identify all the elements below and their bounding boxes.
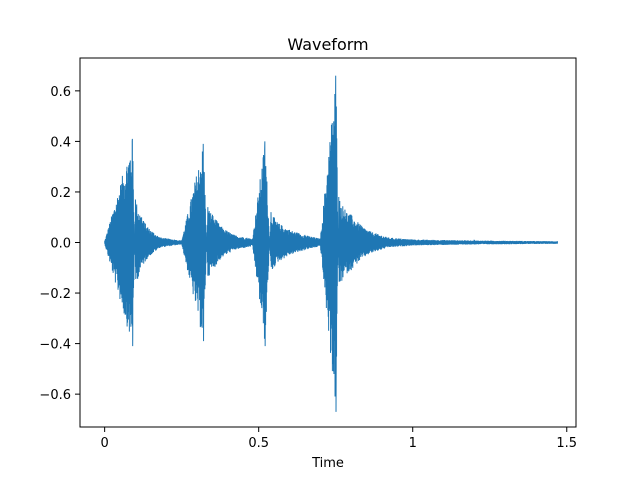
y-tick-label: −0.4 — [39, 338, 71, 353]
x-axis-label: Time — [311, 456, 344, 471]
y-tick-label: 0.2 — [50, 186, 71, 201]
x-tick-label: 1 — [409, 436, 417, 451]
x-tick-label: 0.5 — [248, 436, 269, 451]
y-tick-label: 0.4 — [50, 135, 71, 150]
x-tick-label: 1.5 — [556, 436, 577, 451]
chart-title: Waveform — [287, 35, 368, 54]
y-tick-label: 0.0 — [50, 237, 71, 252]
y-tick-label: −0.6 — [39, 388, 71, 403]
x-axis: 0 0.5 1 1.5 — [101, 427, 577, 451]
x-tick-label: 0 — [101, 436, 109, 451]
y-tick-label: −0.2 — [39, 287, 71, 302]
y-tick-label: 0.6 — [50, 85, 71, 100]
plot-area — [104, 75, 559, 412]
waveform-line — [104, 75, 559, 412]
y-axis: −0.6 −0.4 −0.2 0.0 0.2 0.4 0.6 — [39, 85, 80, 403]
